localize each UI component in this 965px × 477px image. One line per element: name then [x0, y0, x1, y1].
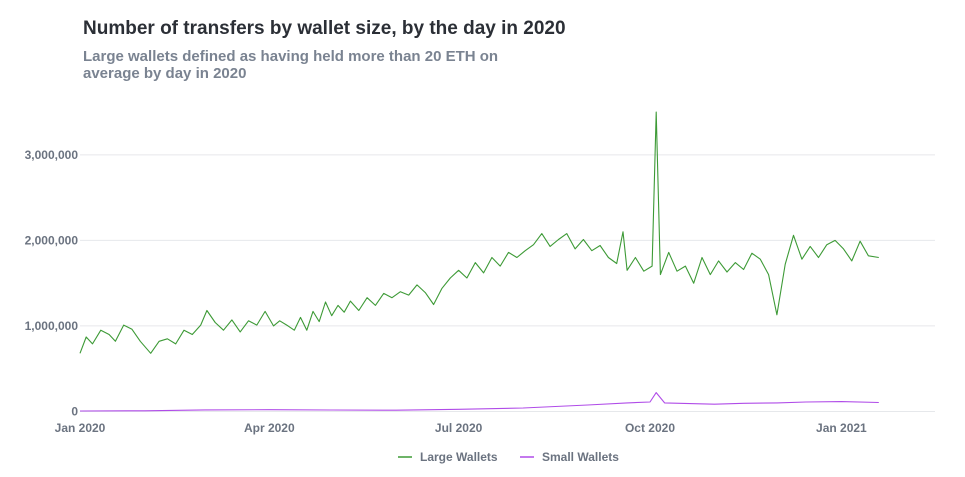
legend-label: Large Wallets [420, 450, 498, 464]
x-tick-label: Oct 2020 [625, 421, 675, 435]
series-line-small-wallets [79, 392, 879, 412]
chart-title: Number of transfers by wallet size, by t… [83, 18, 566, 39]
y-tick-label: 2,000,000 [25, 233, 79, 247]
x-tick-label: Jan 2020 [55, 421, 106, 435]
series-line-large-wallets [79, 111, 879, 354]
x-tick-label: Jan 2021 [816, 421, 867, 435]
y-tick-label: 0 [71, 404, 78, 418]
chart-subtitle: Large wallets defined as having held mor… [83, 48, 499, 82]
x-tick-label: Jul 2020 [435, 421, 483, 435]
x-tick-label: Apr 2020 [244, 421, 295, 435]
y-tick-label: 3,000,000 [25, 148, 79, 162]
legend-label: Small Wallets [542, 450, 619, 464]
y-tick-label: 1,000,000 [25, 319, 79, 333]
